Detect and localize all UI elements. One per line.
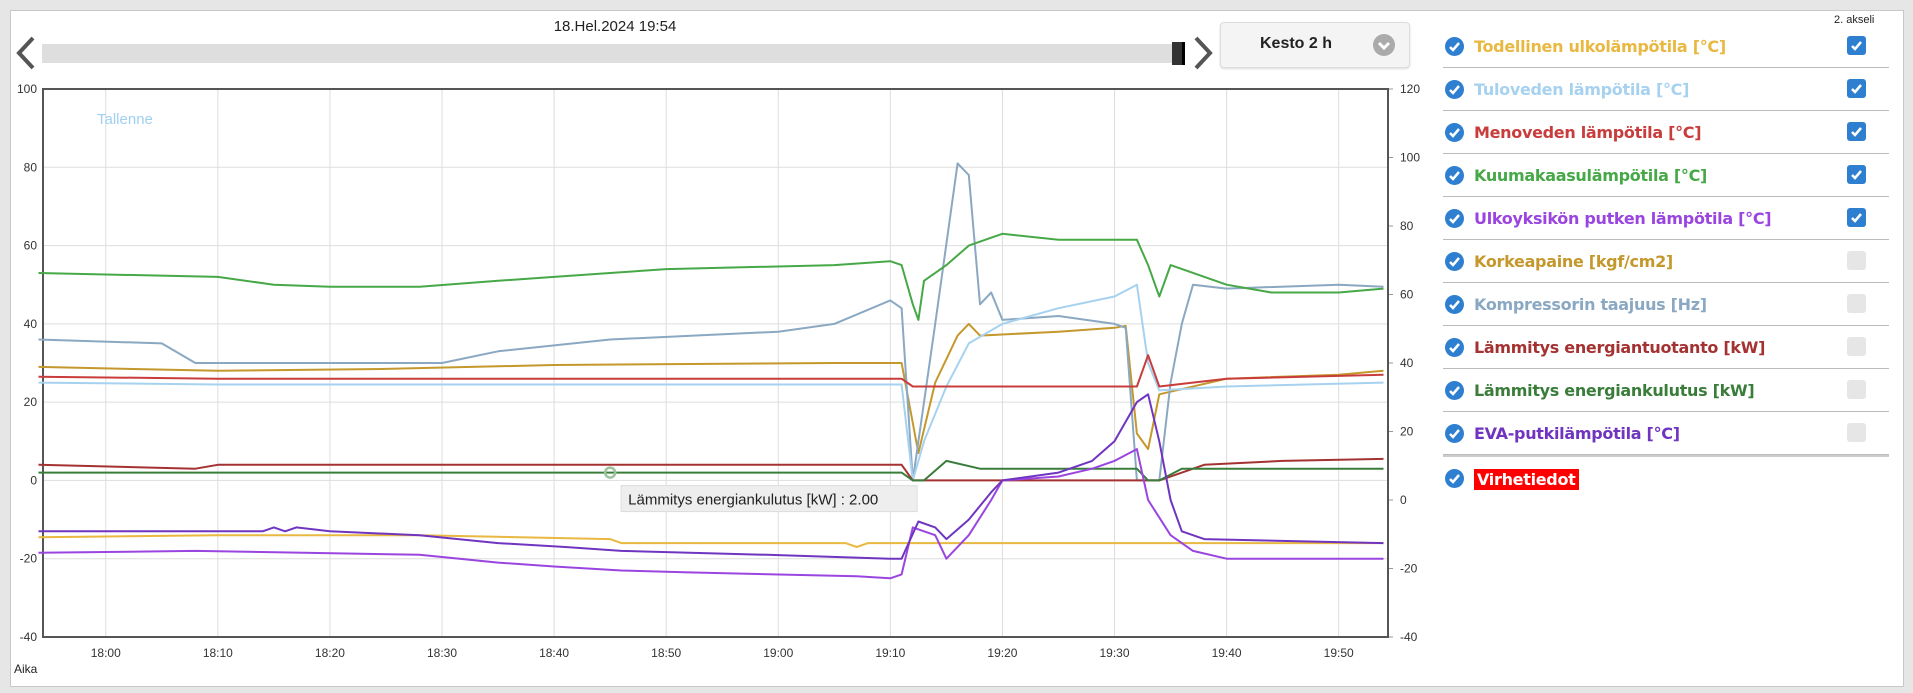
check-circle-icon[interactable]	[1445, 166, 1464, 185]
check-circle-icon[interactable]	[1445, 123, 1464, 142]
y-right-tick-label: 100	[1400, 151, 1420, 165]
x-tick-label: 18:40	[539, 646, 569, 660]
legend-item-label[interactable]: Kuumakaasulämpötila [°C]	[1474, 166, 1708, 185]
y-left-tick-label: 100	[17, 82, 37, 96]
x-axis-label: Aika	[14, 662, 38, 676]
current-date-label: 18.Hel.2024 19:54	[553, 18, 677, 35]
y-left-tick-label: -20	[20, 552, 38, 566]
legend-item-label[interactable]: Kompressorin taajuus [Hz]	[1474, 295, 1707, 314]
y-right-tick-label: 0	[1400, 493, 1407, 507]
second-axis-checkbox[interactable]	[1847, 208, 1866, 227]
series-line-5	[38, 448, 1384, 580]
series-line-7	[38, 162, 1384, 482]
series-line-2	[38, 283, 1384, 482]
tooltip-text: Lämmitys energiankulutus [kW] : 2.00	[628, 492, 878, 509]
legend-item[interactable]: Menoveden lämpötila [°C]	[1443, 111, 1889, 154]
second-axis-checkbox[interactable]	[1847, 380, 1866, 399]
check-circle-icon[interactable]	[1445, 295, 1464, 314]
series-line-6	[38, 322, 1384, 454]
x-tick-label: 19:30	[1100, 646, 1130, 660]
legend-item-label[interactable]: Korkeapaine [kgf/cm2]	[1474, 252, 1673, 271]
y-right-tick-label: 60	[1400, 288, 1414, 302]
y-left-tick-label: 0	[30, 473, 37, 487]
time-slider-handle[interactable]	[1172, 42, 1185, 65]
legend-item[interactable]: Korkeapaine [kgf/cm2]	[1443, 240, 1889, 283]
chart-annotation: Tallenne	[97, 111, 153, 128]
duration-dropdown[interactable]: Kesto 2 h	[1220, 22, 1410, 68]
x-tick-label: 19:50	[1324, 646, 1354, 660]
check-circle-icon[interactable]	[1445, 338, 1464, 357]
x-tick-label: 18:20	[315, 646, 345, 660]
legend-item-label[interactable]: Menoveden lämpötila [°C]	[1474, 123, 1702, 142]
x-tick-label: 18:30	[427, 646, 457, 660]
second-axis-checkbox[interactable]	[1847, 423, 1866, 442]
plot-border	[42, 88, 1389, 638]
legend-item[interactable]: Tuloveden lämpötila [°C]	[1443, 68, 1889, 111]
legend-item[interactable]: Kompressorin taajuus [Hz]	[1443, 283, 1889, 326]
second-axis-checkbox[interactable]	[1847, 36, 1866, 55]
tooltip-marker	[603, 466, 617, 479]
check-circle-icon[interactable]	[1445, 37, 1464, 56]
x-tick-label: 19:20	[987, 646, 1017, 660]
y-right-tick-label: 120	[1400, 82, 1420, 96]
duration-label: Kesto 2 h	[1259, 35, 1332, 52]
y-left-tick-label: 20	[24, 395, 38, 409]
line-chart: 100 80 60 40 20 0 -20 -40 120 100 80 60 40 20 0 -20 -40 1…	[17, 82, 1420, 660]
y-right-tick-label: -20	[1400, 562, 1418, 576]
series-line-1	[38, 534, 1384, 548]
errors-label[interactable]: Virhetiedot	[1474, 469, 1579, 490]
legend-item-label[interactable]: Lämmitys energiantuotanto [kW]	[1474, 338, 1766, 357]
check-circle-icon[interactable]	[1445, 381, 1464, 400]
next-arrow-icon[interactable]	[1191, 36, 1215, 70]
legend-item-errors[interactable]: Virhetiedot	[1443, 455, 1889, 499]
legend-item[interactable]: Lämmitys energiantuotanto [kW]	[1443, 326, 1889, 369]
x-tick-label: 19:00	[763, 646, 793, 660]
x-tick-label: 19:40	[1212, 646, 1242, 660]
series-line-10	[38, 393, 1384, 560]
legend-item-label[interactable]: Tuloveden lämpötila [°C]	[1474, 80, 1690, 99]
second-axis-checkbox[interactable]	[1847, 294, 1866, 313]
check-circle-icon[interactable]	[1445, 209, 1464, 228]
legend-item-label[interactable]: Lämmitys energiankulutus [kW]	[1474, 381, 1755, 400]
x-tick-label: 19:10	[875, 646, 905, 660]
y-right-tick-label: -40	[1400, 630, 1418, 644]
y-left-tick-label: 80	[24, 160, 38, 174]
chart-panel	[10, 10, 1904, 687]
check-circle-icon[interactable]	[1445, 252, 1464, 271]
y-right-tick-label: 20	[1400, 425, 1414, 439]
check-circle-icon[interactable]	[1445, 424, 1464, 443]
second-axis-checkbox[interactable]	[1847, 251, 1866, 270]
legend-item[interactable]: Lämmitys energiankulutus [kW]	[1443, 369, 1889, 412]
second-axis-checkbox[interactable]	[1847, 122, 1866, 141]
second-axis-checkbox[interactable]	[1847, 79, 1866, 98]
second-axis-header: 2. akseli	[1834, 14, 1875, 26]
check-circle-icon[interactable]	[1445, 80, 1464, 99]
check-circle-icon[interactable]	[1445, 469, 1464, 488]
y-left-tick-label: 60	[24, 239, 38, 253]
y-right-tick-label: 80	[1400, 219, 1414, 233]
second-axis-checkbox[interactable]	[1847, 337, 1866, 356]
y-right-tick-label: 40	[1400, 356, 1414, 370]
time-slider[interactable]	[42, 44, 1178, 63]
legend-item[interactable]: Todellinen ulkolämpötila [°C]	[1443, 25, 1889, 68]
legend-item[interactable]: Kuumakaasulämpötila [°C]	[1443, 154, 1889, 197]
legend-item-label[interactable]: EVA-putkilämpötila [°C]	[1474, 424, 1680, 443]
tooltip-box	[620, 485, 918, 513]
legend-item-label[interactable]: Ulkoyksikön putken lämpötila [°C]	[1474, 209, 1772, 228]
x-tick-label: 18:50	[651, 646, 681, 660]
legend-item[interactable]: Ulkoyksikön putken lämpötila [°C]	[1443, 197, 1889, 240]
previous-arrow-icon[interactable]	[14, 36, 38, 70]
legend-item[interactable]: EVA-putkilämpötila [°C]	[1443, 412, 1889, 455]
legend-item-label[interactable]: Todellinen ulkolämpötila [°C]	[1474, 37, 1726, 56]
chevron-down-icon	[1373, 34, 1395, 56]
series-line-4	[38, 232, 1384, 321]
second-axis-checkbox[interactable]	[1847, 165, 1866, 184]
series-line-3	[38, 354, 1384, 388]
x-tick-label: 18:00	[91, 646, 121, 660]
y-left-tick-label: 40	[24, 317, 38, 331]
y-left-tick-label: -40	[20, 630, 38, 644]
x-tick-label: 18:10	[203, 646, 233, 660]
